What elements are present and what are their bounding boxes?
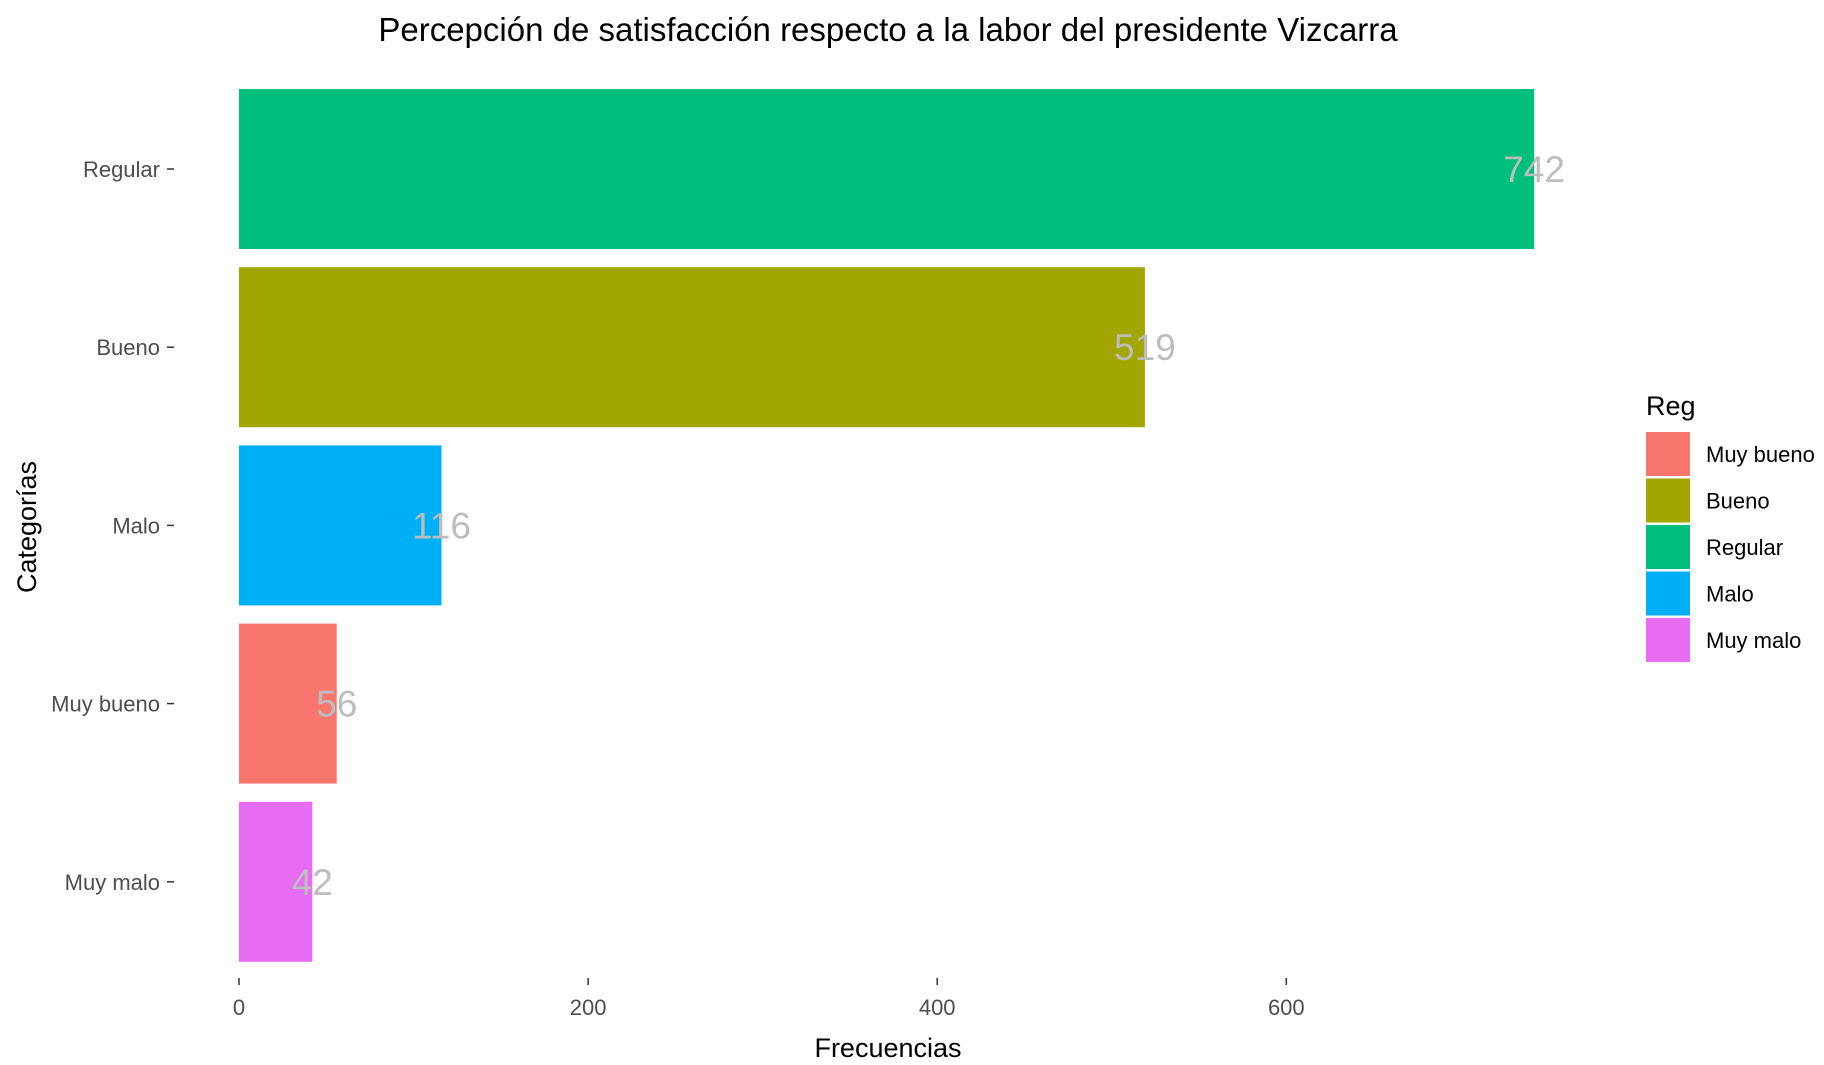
bar-muy-malo bbox=[239, 801, 313, 962]
x-tick-label-200: 200 bbox=[570, 995, 607, 1020]
legend-label-muy-malo: Muy malo bbox=[1706, 628, 1801, 653]
legend-label-malo: Malo bbox=[1706, 582, 1754, 607]
data-label-bueno: 519 bbox=[1114, 327, 1176, 368]
data-label-malo: 116 bbox=[412, 505, 471, 546]
bars-layer bbox=[239, 89, 1535, 962]
x-tick-label-0: 0 bbox=[233, 995, 245, 1020]
y-tick-label-regular: Regular bbox=[83, 157, 160, 182]
legend-label-bueno: Bueno bbox=[1706, 489, 1770, 514]
x-axis: 0 200 400 600 bbox=[233, 978, 1305, 1020]
legend-swatch-muy-malo bbox=[1646, 618, 1690, 662]
x-tick-label-600: 600 bbox=[1268, 995, 1305, 1020]
legend-swatch-bueno bbox=[1646, 478, 1690, 523]
y-axis-title: Categorías bbox=[12, 461, 42, 593]
y-axis: Regular Bueno Malo Muy bueno Muy malo bbox=[51, 157, 174, 895]
legend: Reg Muy bueno Bueno Regular Malo Muy malo bbox=[1646, 391, 1815, 662]
y-tick-label-muy-bueno: Muy bueno bbox=[51, 692, 160, 717]
x-tick-label-400: 400 bbox=[919, 995, 956, 1020]
bar-bueno bbox=[239, 267, 1145, 428]
y-tick-label-malo: Malo bbox=[112, 513, 160, 538]
legend-label-regular: Regular bbox=[1706, 535, 1783, 560]
bar-muy-bueno bbox=[239, 623, 337, 784]
y-tick-label-muy-malo: Muy malo bbox=[65, 870, 160, 895]
legend-title: Reg bbox=[1646, 391, 1696, 421]
y-tick-label-bueno: Bueno bbox=[96, 335, 160, 360]
chart-title: Percepción de satisfacción respecto a la… bbox=[378, 11, 1398, 48]
legend-swatch-malo bbox=[1646, 571, 1690, 616]
x-axis-title: Frecuencias bbox=[814, 1033, 961, 1063]
data-label-muy-malo: 42 bbox=[292, 862, 333, 903]
data-labels-layer: 742 519 116 56 42 bbox=[292, 149, 1565, 903]
bar-malo bbox=[239, 445, 442, 606]
legend-swatch-regular bbox=[1646, 525, 1690, 569]
data-label-regular: 742 bbox=[1503, 149, 1565, 190]
bar-regular bbox=[239, 89, 1535, 249]
legend-swatch-muy-bueno bbox=[1646, 432, 1690, 476]
legend-label-muy-bueno: Muy bueno bbox=[1706, 442, 1815, 467]
data-label-muy-bueno: 56 bbox=[316, 684, 357, 725]
